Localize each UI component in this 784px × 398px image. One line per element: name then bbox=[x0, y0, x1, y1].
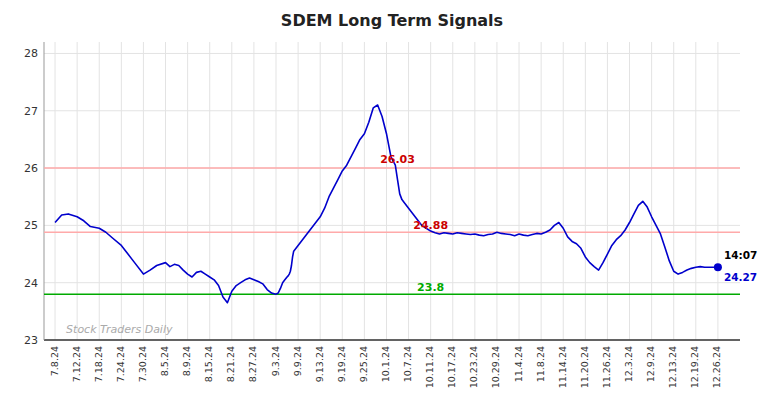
x-tick-label: 8.15.24 bbox=[203, 346, 214, 382]
x-tick-label: 11.20.24 bbox=[579, 346, 590, 388]
x-tick-label: 8.21.24 bbox=[225, 346, 236, 382]
watermark: Stock Traders Daily bbox=[66, 323, 173, 336]
x-tick-label: 11.26.24 bbox=[601, 346, 612, 388]
y-tick-label: 25 bbox=[24, 219, 38, 232]
x-grid-line bbox=[342, 42, 343, 340]
x-tick-label: 9.19.24 bbox=[336, 346, 347, 382]
x-tick-label: 10.29.24 bbox=[490, 346, 501, 388]
current-time-label: 14:07 bbox=[724, 249, 757, 261]
x-grid-line bbox=[474, 42, 475, 340]
x-grid-line bbox=[629, 42, 630, 340]
x-axis-line bbox=[44, 339, 740, 341]
current-price-label: 24.27 bbox=[724, 271, 757, 283]
annotation: 23.8 bbox=[417, 281, 444, 294]
x-tick-label: 12.19.24 bbox=[689, 346, 700, 388]
price-line bbox=[55, 105, 718, 303]
x-tick-label: 12.13.24 bbox=[667, 346, 678, 388]
x-tick-label: 7.30.24 bbox=[137, 346, 148, 382]
x-tick-label: 11.4.24 bbox=[513, 346, 524, 382]
x-tick-label: 8.5.24 bbox=[159, 346, 170, 376]
x-grid-line bbox=[209, 42, 210, 340]
x-grid-line bbox=[496, 42, 497, 340]
x-tick-label: 9.25.24 bbox=[358, 346, 369, 382]
x-grid-line bbox=[408, 42, 409, 340]
x-grid-line bbox=[99, 42, 100, 340]
x-grid-line bbox=[165, 42, 166, 340]
x-tick-label: 12.26.24 bbox=[711, 346, 722, 388]
x-tick-label: 10.23.24 bbox=[468, 346, 479, 388]
reference-line bbox=[44, 232, 740, 234]
y-grid-line bbox=[44, 168, 740, 169]
x-tick-label: 11.14.24 bbox=[557, 346, 568, 388]
x-grid-line bbox=[585, 42, 586, 340]
x-tick-label: 7.12.24 bbox=[71, 346, 82, 382]
x-grid-line bbox=[452, 42, 453, 340]
y-tick-label: 27 bbox=[24, 105, 38, 118]
x-tick-label: 10.7.24 bbox=[402, 346, 413, 382]
x-grid-line bbox=[320, 42, 321, 340]
x-tick-label: 8.9.24 bbox=[181, 346, 192, 376]
x-grid-line bbox=[121, 42, 122, 340]
y-grid-line bbox=[44, 110, 740, 111]
x-grid-line bbox=[231, 42, 232, 340]
reference-line bbox=[44, 167, 740, 169]
y-tick-label: 28 bbox=[24, 47, 38, 60]
x-grid-line bbox=[563, 42, 564, 340]
x-grid-line bbox=[187, 42, 188, 340]
x-grid-line bbox=[276, 42, 277, 340]
x-tick-label: 12.9.24 bbox=[645, 346, 656, 382]
y-tick-label: 24 bbox=[24, 277, 38, 290]
x-tick-label: 9.3.24 bbox=[270, 346, 281, 376]
y-grid-line bbox=[44, 282, 740, 283]
x-grid-line bbox=[430, 42, 431, 340]
x-tick-label: 10.11.24 bbox=[424, 346, 435, 388]
chart: SDEM Long Term Signals 23 24 25 26 27 28 7.8.24… bbox=[0, 0, 784, 398]
x-grid-line bbox=[55, 42, 56, 340]
y-grid-line bbox=[44, 225, 740, 226]
x-grid-line bbox=[143, 42, 144, 340]
reference-line bbox=[44, 293, 740, 295]
x-tick-label: 7.18.24 bbox=[93, 346, 104, 382]
x-tick-label: 10.1.24 bbox=[380, 346, 391, 382]
y-grid-line bbox=[44, 340, 740, 341]
x-tick-label: 11.8.24 bbox=[535, 346, 546, 382]
x-tick-label: 7.24.24 bbox=[115, 346, 126, 382]
x-tick-label: 9.9.24 bbox=[292, 346, 303, 376]
x-grid-line bbox=[607, 42, 608, 340]
current-point bbox=[714, 263, 722, 271]
annotation: 24.88 bbox=[413, 219, 448, 232]
x-grid-line bbox=[253, 42, 254, 340]
x-tick-label: 12.3.24 bbox=[623, 346, 634, 382]
y-axis-line bbox=[44, 42, 45, 340]
x-grid-line bbox=[519, 42, 520, 340]
title: SDEM Long Term Signals bbox=[281, 11, 503, 30]
x-grid-line bbox=[717, 42, 718, 340]
y-tick-label: 26 bbox=[24, 162, 38, 175]
x-tick-label: 7.8.24 bbox=[49, 346, 60, 376]
x-grid-line bbox=[673, 42, 674, 340]
annotation: 26.03 bbox=[380, 153, 415, 166]
plot-area bbox=[44, 105, 740, 303]
x-grid-line bbox=[298, 42, 299, 340]
x-tick-label: 9.13.24 bbox=[314, 346, 325, 382]
x-grid-line bbox=[651, 42, 652, 340]
grid bbox=[44, 42, 740, 340]
x-tick-label: 10.17.24 bbox=[446, 346, 457, 388]
x-grid-line bbox=[77, 42, 78, 340]
y-grid-line bbox=[44, 53, 740, 54]
x-grid-line bbox=[541, 42, 542, 340]
y-tick-label: 23 bbox=[24, 334, 38, 347]
x-grid-line bbox=[695, 42, 696, 340]
background bbox=[0, 0, 784, 398]
x-tick-label: 8.27.24 bbox=[247, 346, 258, 382]
x-grid-line bbox=[364, 42, 365, 340]
x-grid-line bbox=[386, 42, 387, 340]
